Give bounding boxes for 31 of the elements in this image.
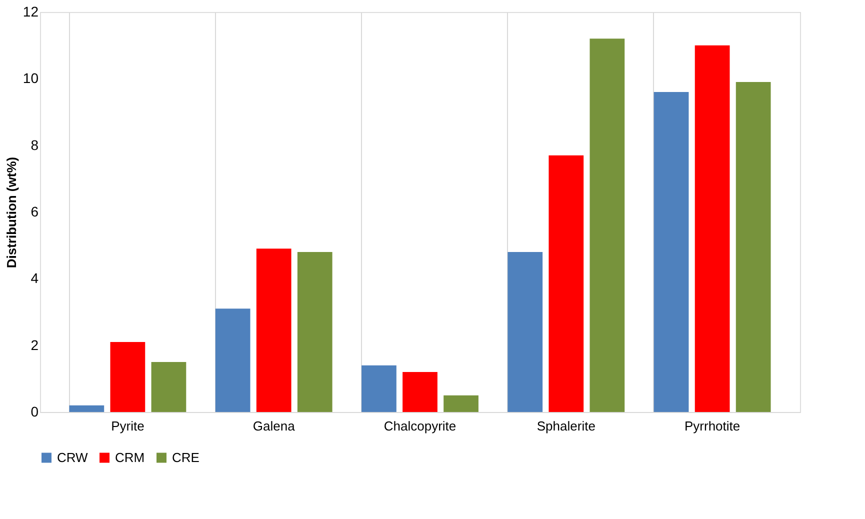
bar [654, 92, 689, 412]
bar [297, 252, 332, 412]
x-tick-label: Pyrite [111, 418, 144, 434]
legend-label: CRE [172, 450, 200, 465]
bar [151, 362, 186, 412]
bar [110, 342, 146, 412]
bar [736, 82, 771, 412]
bar [590, 38, 625, 412]
x-tick-label: Chalcopyrite [384, 418, 456, 434]
x-tick-label: Sphalerite [536, 418, 596, 434]
bar [402, 372, 438, 412]
bar [69, 405, 104, 412]
y-axis-title: Distribution (wt%) [4, 156, 19, 268]
bar [694, 45, 730, 412]
bar [508, 252, 543, 412]
y-tick-label: 0 [30, 404, 39, 420]
x-tick-label: Galena [252, 418, 296, 434]
y-tick-label: 4 [30, 270, 39, 286]
y-tick-label: 10 [22, 70, 39, 86]
bar [444, 395, 478, 412]
legend-label: CRM [115, 450, 145, 465]
legend-label: CRW [57, 450, 89, 465]
bar [256, 248, 292, 412]
bar [215, 308, 250, 412]
y-tick-label: 8 [30, 136, 39, 153]
x-tick-label: Pyrrhotite [684, 418, 740, 434]
y-tick-label: 2 [30, 336, 39, 353]
bar [548, 155, 584, 412]
y-tick-label: 12 [22, 4, 39, 20]
y-tick-label: 6 [30, 204, 39, 220]
bar [362, 365, 396, 412]
